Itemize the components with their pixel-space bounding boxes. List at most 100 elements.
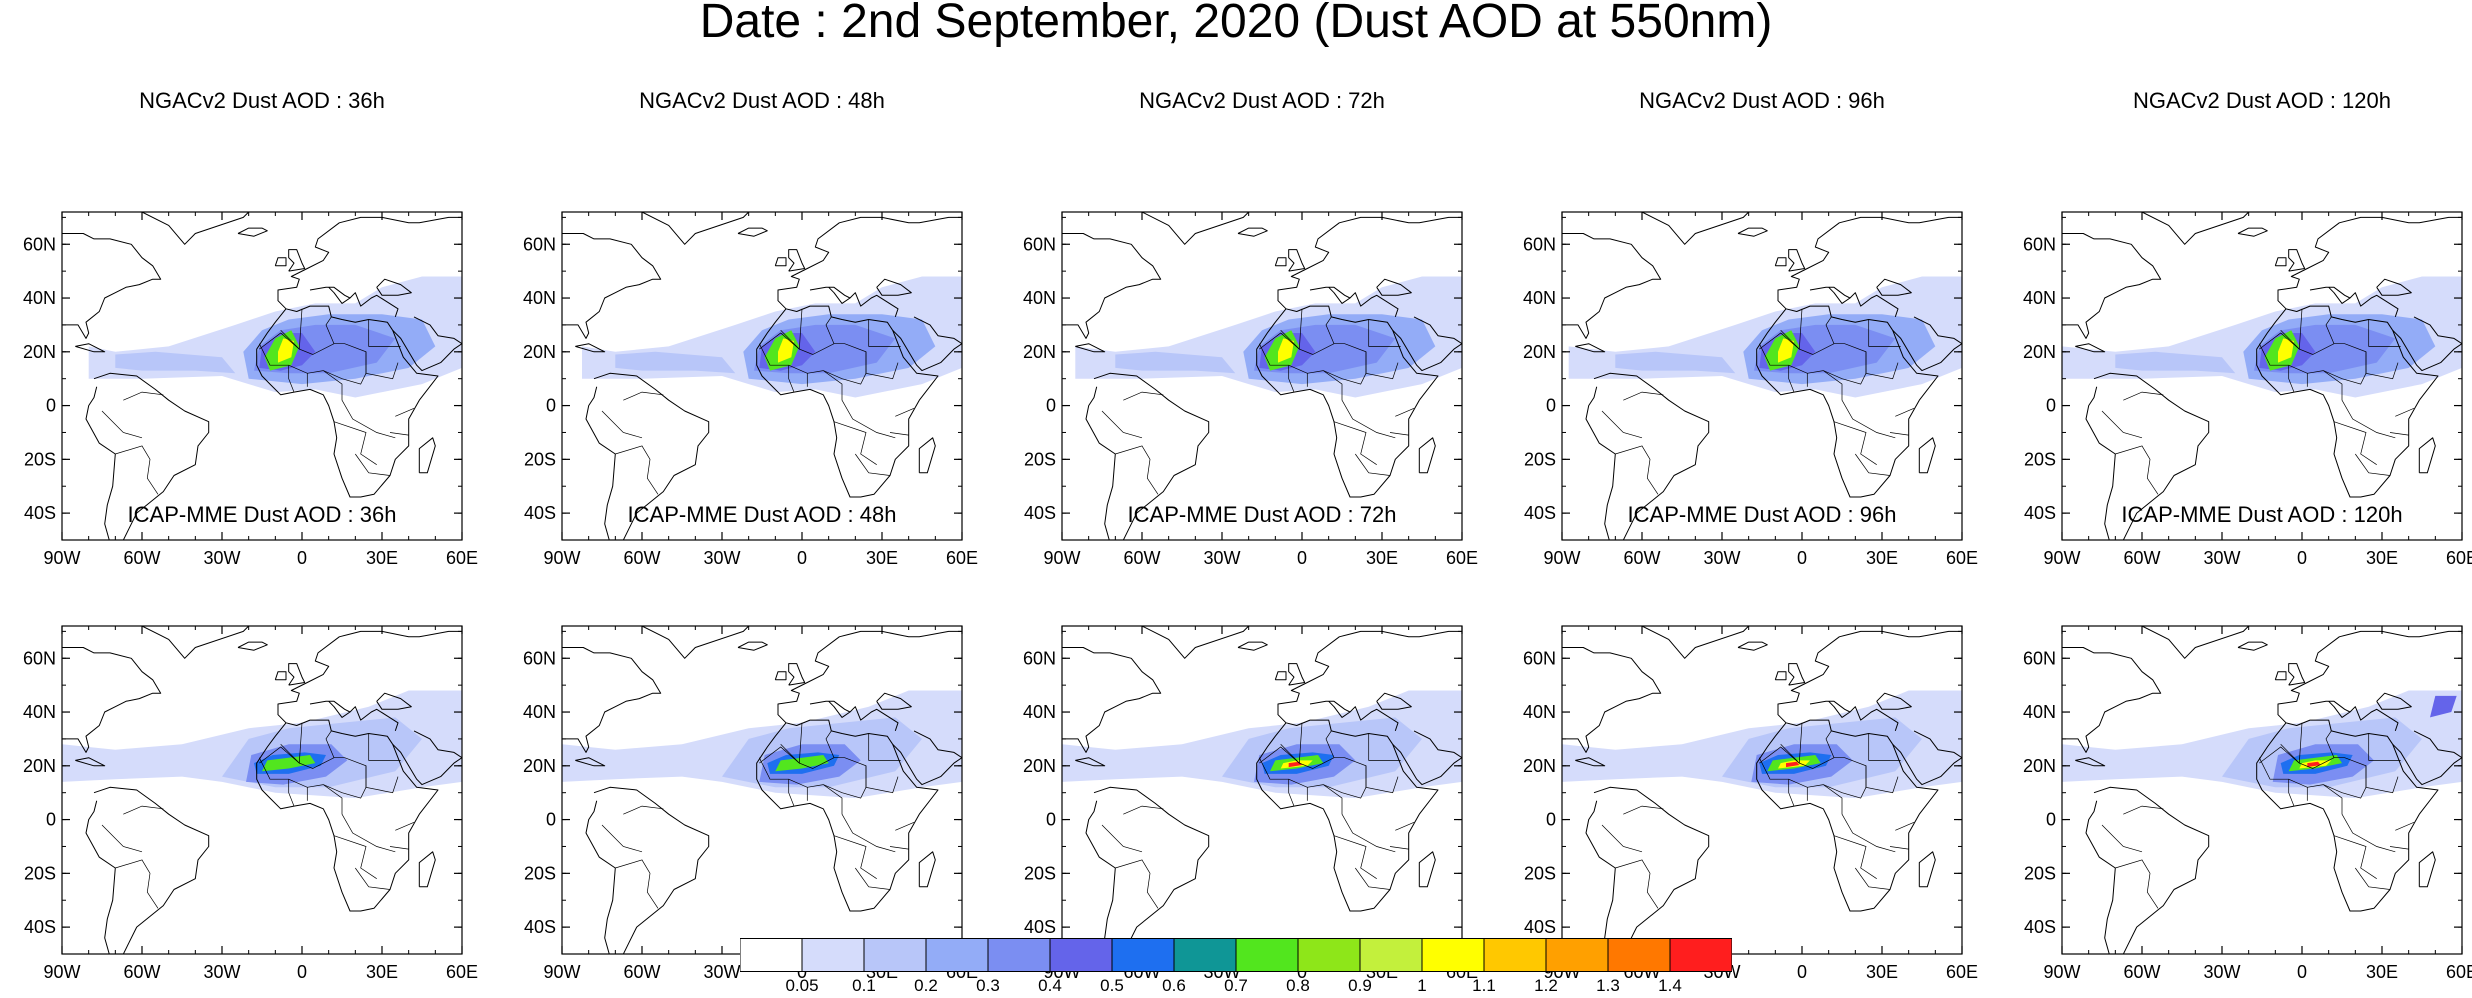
country-border [2101,410,2143,439]
country-border [1788,365,1795,393]
country-border [615,445,659,495]
y-tick-label: 40S [1524,503,1556,523]
country-border [395,821,415,831]
country-border [1323,370,1396,439]
country-border [1123,391,1164,401]
colorbar-swatch [1049,938,1113,972]
dust-contour [775,755,829,772]
x-tick-label: 30E [1366,548,1398,568]
coast-ireland [274,257,287,267]
coast-arabia [1392,316,1462,372]
dust-contour [2307,761,2321,768]
country-border [788,365,795,393]
coast-south-america [1085,372,1210,540]
coast-iceland [737,227,768,237]
country-border [1895,821,1915,831]
coast-africa-europe [256,630,462,912]
country-border [1833,835,1877,879]
x-tick-label: 60E [2446,962,2472,982]
coast-black-sea [2376,692,2412,710]
coast-cuba [1075,343,1106,353]
coast-africa-europe [756,216,962,498]
country-border [333,421,377,465]
coast-africa-europe [1756,216,1962,498]
colorbar-label: 0.2 [914,976,938,995]
y-tick-label: 20S [1024,449,1056,469]
coast-black-sea [376,692,412,710]
map-frame [1561,625,1963,955]
country-border [868,319,901,347]
coast-uk [2288,663,2306,686]
coast-arabia [2392,730,2462,786]
country-border [868,733,901,761]
x-tick-label: 30E [366,548,398,568]
coast-iceland [2237,641,2268,651]
country-border [1889,846,1909,850]
country-border [1323,784,1396,853]
country-border [2115,859,2159,909]
y-tick-label: 20S [1024,863,1056,883]
panel-title: NGACv2 Dust AOD : 48h [639,88,885,113]
x-tick-label: 30E [866,548,898,568]
country-border [368,733,401,761]
coast-south-america [585,786,710,954]
coast-uk [288,663,306,686]
dust-aod-map: 90W 60W 30W 0 30E 60E 60N 40N 20N 0 20S 40S [1523,211,1978,568]
y-tick-label: 0 [546,810,556,830]
y-tick-label: 20S [24,863,56,883]
map-panel: ICAP-MME Dust AOD : 120h 90W 60W 30W 0 30E 60E… [2000,502,2472,982]
x-tick-label: 90W [1543,548,1580,568]
coast-greenland [607,626,750,659]
country-border [1868,733,1901,761]
x-tick-label: 30E [366,962,398,982]
country-border [1895,407,1915,417]
colorbar-swatch [740,938,803,972]
coast-cuba [2075,757,2106,767]
y-tick-label: 60N [2023,234,2056,254]
country-border [1115,859,1159,909]
aod-colorbar [740,938,1732,972]
coast-mediterranean-north [309,700,351,718]
coast-uk [1288,663,1306,686]
panel-title: NGACv2 Dust AOD : 120h [2133,88,2391,113]
dust-aod-map: 90W 60W 30W 0 30E 60E 60N 40N 20N 0 20S 40S [1023,211,1478,568]
country-border [1115,445,1159,495]
country-border [758,744,867,799]
y-tick-label: 20N [1523,342,1556,362]
y-tick-label: 60N [1523,648,1556,668]
dust-aod-map: 90W 60W 30W 0 30E 60E 60N 40N 20N 0 20S 40S [23,625,478,982]
coast-iceland [1737,227,1768,237]
coast-black-sea [876,692,912,710]
coast-mediterranean-north [1309,286,1351,304]
country-border [833,421,877,465]
panel-title: NGACv2 Dust AOD : 96h [1639,88,1885,113]
coast-black-sea [876,278,912,296]
coast-ireland [2274,671,2287,681]
country-border [1333,421,1377,465]
map-frame [61,211,463,541]
coast-ireland [2274,257,2287,267]
y-tick-label: 20N [2023,756,2056,776]
country-border [2258,330,2367,385]
dust-contour [778,338,794,363]
country-border [823,784,896,853]
dust-contour [1615,351,1736,374]
coast-black-sea [1876,278,1912,296]
country-border [2333,421,2377,465]
coast-arabia [392,730,462,786]
coast-cuba [1575,757,1606,767]
coast-black-sea [1876,692,1912,710]
colorbar-swatch [1669,938,1732,972]
colorbar-swatch [925,938,989,972]
colorbar-swatch [1297,938,1361,972]
coast-uk [1288,249,1306,272]
country-border [2368,733,2401,761]
country-border [389,432,409,436]
country-border [601,824,643,853]
country-border [895,821,915,831]
coast-mediterranean-north [309,286,351,304]
coast-arabia [392,316,462,372]
coast-madagascar [1918,437,1936,474]
coast-iceland [2237,227,2268,237]
country-border [1758,330,1867,385]
